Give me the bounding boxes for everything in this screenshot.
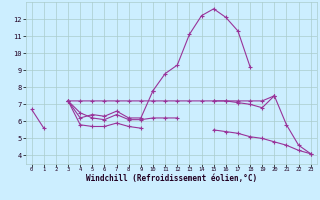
X-axis label: Windchill (Refroidissement éolien,°C): Windchill (Refroidissement éolien,°C) bbox=[86, 174, 257, 183]
